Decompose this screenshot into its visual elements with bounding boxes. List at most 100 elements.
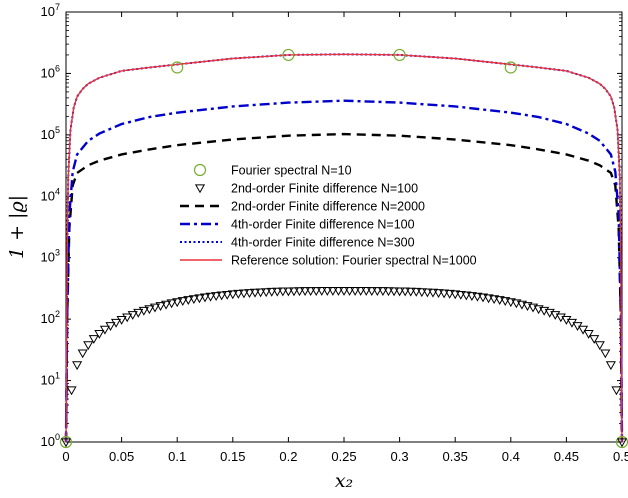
legend: Fourier spectral N=10 2nd-order Finite di… [180,164,477,268]
series-1-point [450,290,461,300]
series-1-point [616,438,628,448]
series-1-point [60,438,72,448]
series-1-point [472,292,483,302]
series-1-point [88,335,99,344]
y-tick-base: 10 [41,127,55,142]
series-1-point [311,287,322,296]
series-2-line [64,132,624,443]
series-1-point [144,305,155,315]
series-0-point [504,61,517,74]
series-1-point [377,287,388,297]
series-1-point [72,361,83,371]
series-0-point [393,48,406,62]
series-1-point [155,302,166,311]
y-axis-label: 1 + |ϱ| [6,195,28,259]
series-1-point [433,289,444,298]
y-tick-base: 10 [41,250,55,265]
series-1-point [500,297,511,306]
series-1-point [489,295,500,305]
legend-label: Reference solution: Fourier spectral N=1… [231,254,477,268]
x-tick-label: 0.4 [502,449,520,464]
series-1-point [283,287,294,297]
y-tick-label: 102 [41,309,60,326]
series-1-point [83,341,94,351]
x-tick-label: 0.15 [220,449,245,464]
series-1-point [394,287,405,297]
series-1-point [177,297,188,306]
series-1-point [127,311,138,320]
series-1-point [122,313,133,323]
series-1-point [466,292,477,301]
series-1-point [166,299,177,309]
y-tick-exponent: 6 [55,63,60,73]
series-1-point [444,289,455,299]
series-1-point [600,349,611,359]
series-1-point [327,286,338,296]
y-tick-base: 10 [41,373,55,388]
y-tick-label: 105 [41,125,60,142]
series-1-point [110,318,122,328]
series-1-point [494,296,505,305]
series-1-point [211,292,222,301]
x-tick-label: 0.5 [613,449,628,464]
x-tick-label: 0.2 [279,449,297,464]
series-1-point [277,287,288,297]
y-tick-base: 10 [41,311,55,326]
series-1-point [272,287,283,297]
y-tick-label: 100 [41,432,60,449]
series-1-point [194,294,205,304]
series-1-point [511,299,522,309]
series-1-point [205,292,216,302]
y-tick-exponent: 7 [55,2,60,12]
series-1-point [416,288,427,298]
series-1-point [333,286,344,296]
series-1-point [583,330,594,339]
series-1-point [99,325,110,335]
y-tick-base: 10 [41,65,55,80]
series-1-point [255,288,266,298]
y-tick-label: 103 [41,248,60,265]
series-1-point [161,300,172,310]
series-1-point [227,290,238,300]
series-1-point [405,287,416,297]
series-1-point [216,291,227,301]
series-1-point [594,341,605,351]
y-tick-exponent: 3 [55,248,60,258]
series-1-point [350,286,361,296]
y-tick-exponent: 5 [55,125,60,135]
series-1-point [388,287,400,297]
series-1-point [461,291,472,301]
series-1-point [439,289,450,299]
y-tick-label: 101 [41,371,60,388]
series-1-point [66,386,77,396]
x-tick-label: 0.1 [168,449,186,464]
series-1-point [477,293,489,303]
y-tick-exponent: 2 [55,309,60,319]
series-1-point [105,322,116,331]
legend-label: 2nd-order Finite difference N=2000 [231,200,425,214]
series-3-line [64,99,624,443]
legend-label: 4th-order Finite difference N=100 [231,218,415,232]
series-1-point [505,298,516,308]
legend-label: Fourier spectral N=10 [231,164,352,178]
series-1-point [188,295,199,305]
x-tick-label: 0.3 [391,449,409,464]
series-1-point [422,288,433,298]
plot-frame [65,11,623,443]
series-1-point [605,361,616,371]
y-tick-base: 10 [41,4,55,19]
x-tick-label: 0.05 [109,449,134,464]
legend-label: 4th-order Finite difference N=300 [231,236,415,250]
series-1-point [589,335,600,344]
series-1-point [199,293,211,303]
series-1-point [233,289,244,299]
legend-symbol [193,163,207,177]
series-1-point [361,286,372,296]
series-1-point [300,287,311,297]
series-1-point [338,286,350,296]
series-1-point [138,306,149,316]
series-1-point [172,298,183,308]
series-1-point [427,288,439,298]
y-tick-base: 10 [41,434,55,449]
